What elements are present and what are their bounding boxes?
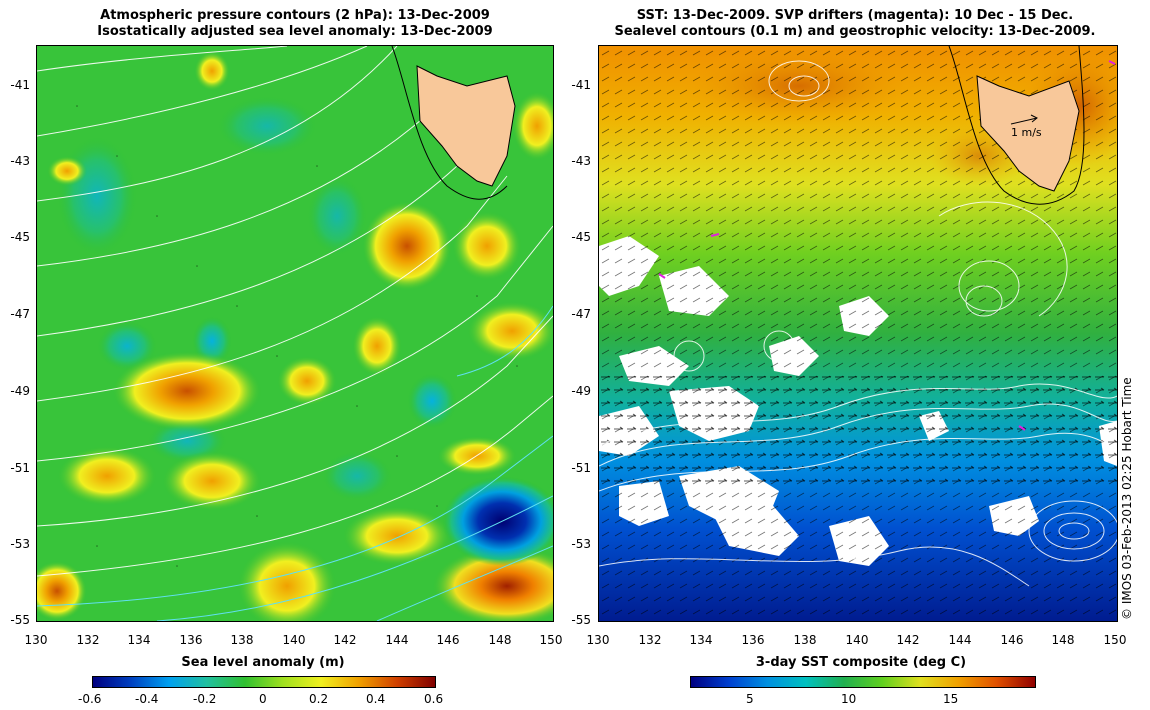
sla-colorbar-tick: -0.2 xyxy=(193,692,217,706)
left-x-tick: 142 xyxy=(333,633,357,647)
left-y-tick: -51 xyxy=(10,461,30,475)
right-x-tick: 148 xyxy=(1051,633,1075,647)
sst-colorbar-tick: 10 xyxy=(841,692,857,706)
left-x-tick: 144 xyxy=(385,633,409,647)
left-y-tick: -53 xyxy=(10,537,30,551)
left-x-tick: 138 xyxy=(230,633,254,647)
sla-colorbar xyxy=(92,676,436,688)
left-x-tick: 134 xyxy=(127,633,151,647)
right-x-tick: 134 xyxy=(689,633,713,647)
left-y-tick: -41 xyxy=(10,78,30,92)
right-y-tick: -51 xyxy=(571,461,591,475)
right-y-tick: -49 xyxy=(571,384,591,398)
sst-colorbar-label: 3-day SST composite (deg C) xyxy=(755,655,967,670)
sla-colorbar-tick: -0.6 xyxy=(78,692,102,706)
right-title: SST: 13-Dec-2009. SVP drifters (magenta)… xyxy=(590,8,1120,40)
left-title-line2: Isostatically adjusted sea level anomaly… xyxy=(97,24,493,39)
left-y-tick: -45 xyxy=(10,230,30,244)
sla-colorbar-tick: 0.4 xyxy=(366,692,386,706)
sla-colorbar-label: Sea level anomaly (m) xyxy=(181,655,345,670)
sst-colorbar xyxy=(690,676,1036,688)
right-y-tick: -45 xyxy=(571,230,591,244)
right-y-tick: -53 xyxy=(571,537,591,551)
left-title: Atmospheric pressure contours (2 hPa): 1… xyxy=(60,8,530,40)
sea-level-anomaly-map[interactable] xyxy=(36,45,554,622)
right-x-tick: 132 xyxy=(638,633,662,647)
right-x-tick: 130 xyxy=(586,633,610,647)
left-x-tick: 148 xyxy=(488,633,512,647)
sla-colorbar-tick: 0 xyxy=(259,692,267,706)
left-y-tick: -47 xyxy=(10,307,30,321)
left-x-tick: 132 xyxy=(76,633,100,647)
right-title-line1: SST: 13-Dec-2009. SVP drifters (magenta)… xyxy=(636,8,1074,23)
sla-map-graphic xyxy=(37,46,553,621)
left-x-tick: 136 xyxy=(179,633,203,647)
right-x-tick: 144 xyxy=(948,633,972,647)
left-y-tick: -49 xyxy=(10,384,30,398)
left-x-tick: 150 xyxy=(539,633,563,647)
right-x-tick: 150 xyxy=(1103,633,1127,647)
right-y-tick: -47 xyxy=(571,307,591,321)
right-x-tick: 142 xyxy=(896,633,920,647)
left-title-line1: Atmospheric pressure contours (2 hPa): 1… xyxy=(100,8,490,23)
sla-colorbar-tick: -0.4 xyxy=(135,692,159,706)
right-y-tick: -41 xyxy=(571,78,591,92)
right-y-tick: -43 xyxy=(571,154,591,168)
right-x-tick: 136 xyxy=(741,633,765,647)
left-y-tick: -43 xyxy=(10,154,30,168)
sst-colorbar-tick: 15 xyxy=(943,692,959,706)
right-title-line2: Sealevel contours (0.1 m) and geostrophi… xyxy=(614,24,1096,39)
sst-colorbar-tick: 5 xyxy=(746,692,754,706)
sla-colorbar-tick: 0.2 xyxy=(309,692,329,706)
sst-map-graphic xyxy=(599,46,1117,621)
left-x-tick: 140 xyxy=(282,633,306,647)
imos-credit: © IMOS 03-Feb-2013 02:25 Hobart Time xyxy=(1120,377,1134,620)
left-y-tick: -55 xyxy=(10,613,30,627)
right-x-tick: 146 xyxy=(1000,633,1024,647)
right-y-tick: -55 xyxy=(571,613,591,627)
left-x-tick: 146 xyxy=(436,633,460,647)
right-x-tick: 140 xyxy=(845,633,869,647)
sla-colorbar-tick: 0.6 xyxy=(424,692,444,706)
sst-map[interactable]: 1 m/s xyxy=(598,45,1118,622)
left-x-tick: 130 xyxy=(24,633,48,647)
right-x-tick: 138 xyxy=(793,633,817,647)
velocity-scale-label: 1 m/s xyxy=(1011,126,1042,139)
